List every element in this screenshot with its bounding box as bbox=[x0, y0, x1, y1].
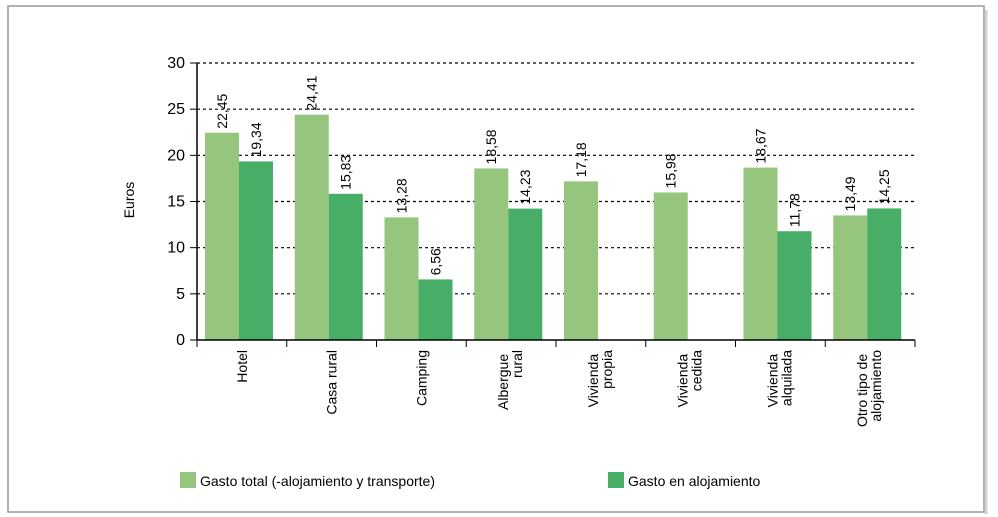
bar bbox=[328, 193, 363, 340]
value-label: 6,56 bbox=[428, 248, 444, 275]
value-label: 13,49 bbox=[842, 176, 858, 211]
bar bbox=[867, 208, 902, 340]
value-label: 24,41 bbox=[304, 75, 320, 110]
y-tick-label: 30 bbox=[167, 55, 185, 72]
bar bbox=[384, 217, 419, 340]
value-label: 15,83 bbox=[338, 155, 354, 190]
bar bbox=[833, 215, 868, 340]
bar bbox=[294, 114, 329, 340]
x-tick-label: Vivienda alquilada bbox=[764, 350, 794, 408]
x-tick-label: Hotel bbox=[234, 350, 250, 383]
bar bbox=[564, 181, 598, 340]
y-axis-label: Euros bbox=[121, 182, 137, 219]
x-tick-label: Casa rural bbox=[324, 350, 340, 415]
value-label: 19,34 bbox=[248, 122, 264, 157]
legend-label: Gasto en alojamiento bbox=[628, 473, 761, 489]
y-tick-label: 15 bbox=[167, 194, 185, 211]
bar bbox=[205, 132, 239, 340]
y-tick-label: 0 bbox=[176, 332, 185, 349]
y-tick-label: 25 bbox=[167, 101, 185, 118]
value-label: 22,45 bbox=[214, 93, 230, 128]
x-tick-label: Vivienda cedida bbox=[675, 350, 705, 408]
bar bbox=[743, 167, 778, 340]
legend-label: Gasto total (-alojamiento y transporte) bbox=[200, 473, 435, 489]
legend-swatch bbox=[180, 472, 196, 488]
x-tick-label: Albergue rural bbox=[495, 350, 525, 410]
x-tick-label: Vivienda propia bbox=[585, 350, 615, 408]
legend-swatch bbox=[608, 472, 624, 488]
value-label: 14,25 bbox=[876, 169, 892, 204]
bar bbox=[418, 279, 453, 340]
y-tick-label: 5 bbox=[176, 286, 185, 303]
x-tick-label: Camping bbox=[413, 350, 429, 406]
value-label: 13,28 bbox=[394, 178, 410, 213]
value-label: 18,58 bbox=[483, 129, 499, 164]
value-label: 11,78 bbox=[787, 193, 803, 227]
bar bbox=[508, 208, 543, 340]
value-label: 15,98 bbox=[663, 153, 679, 188]
bar bbox=[777, 231, 812, 340]
y-tick-label: 10 bbox=[167, 240, 185, 257]
bar bbox=[239, 161, 273, 340]
y-tick-label: 20 bbox=[167, 147, 185, 164]
bar bbox=[474, 168, 509, 340]
value-label: 17,18 bbox=[573, 142, 589, 177]
value-label: 18,67 bbox=[753, 128, 769, 163]
x-tick-label: Otro tipo de alojamiento bbox=[854, 350, 884, 427]
value-label: 14,23 bbox=[517, 169, 533, 204]
bar bbox=[653, 192, 688, 340]
